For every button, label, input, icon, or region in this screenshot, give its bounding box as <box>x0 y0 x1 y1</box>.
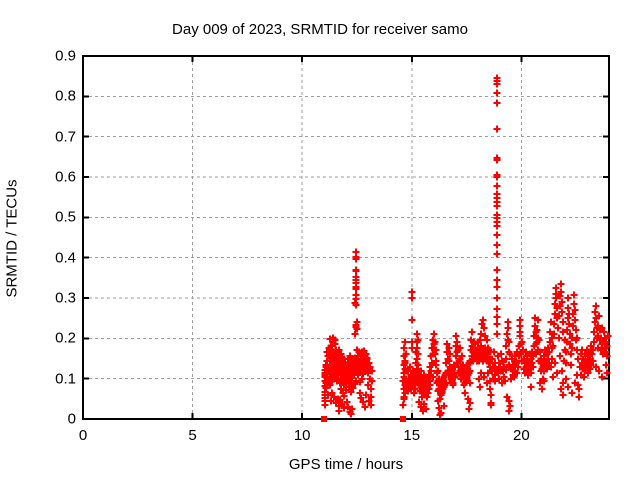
x-tick-label: 10 <box>293 427 311 444</box>
y-tick-label: 0.5 <box>55 208 76 226</box>
zero-line-marker <box>321 416 327 422</box>
y-tick-label: 0 <box>67 410 76 428</box>
y-tick-label: 0.6 <box>55 168 76 186</box>
chart-title: Day 009 of 2023, SRMTID for receiver sam… <box>172 21 468 38</box>
x-axis-label: GPS time / hours <box>288 456 404 473</box>
data-points <box>321 74 612 419</box>
y-tick-label: 0.1 <box>55 370 76 388</box>
plot-frame <box>82 55 610 420</box>
x-tick-label: 20 <box>512 427 530 444</box>
x-tick-label: 15 <box>403 427 421 444</box>
y-tick-label: 0.9 <box>55 47 76 65</box>
y-tick-label: 0.8 <box>55 87 76 105</box>
x-tick-label: 5 <box>188 427 197 444</box>
y-tick-label: 0.4 <box>55 249 76 267</box>
y-tick-label: 0.2 <box>55 329 76 347</box>
y-tick-label: 0.7 <box>55 128 76 146</box>
zero-line-marker <box>400 416 406 422</box>
y-tick-label: 0.3 <box>55 289 76 307</box>
grid-lines <box>83 56 609 419</box>
x-tick-label: 0 <box>78 427 88 444</box>
